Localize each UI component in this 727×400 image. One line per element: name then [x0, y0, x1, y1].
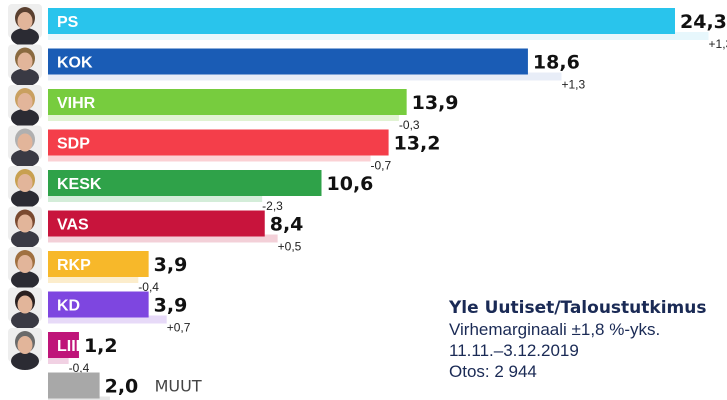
change-label: -0,3 [399, 118, 420, 132]
change-label: +1,3 [561, 78, 585, 92]
party-leader-avatar [8, 247, 42, 289]
value-bar [48, 210, 265, 237]
value-bar [48, 332, 79, 358]
party-label: KD [57, 298, 80, 315]
change-bar [48, 113, 399, 121]
value-label: 3,9 [154, 254, 188, 276]
others-label: MUUT [155, 377, 202, 396]
value-label: 18,6 [533, 52, 580, 74]
party-label: KOK [57, 55, 93, 72]
value-label: 8,4 [270, 214, 304, 236]
value-bar [48, 251, 149, 277]
value-bar [48, 372, 100, 399]
party-label: SDP [57, 136, 90, 153]
survey-period: 11.11.–3.12.2019 [449, 341, 579, 360]
change-bar [48, 72, 562, 81]
source-title: Yle Uutiset/Taloustutkimus [449, 298, 707, 318]
value-bar [48, 170, 322, 196]
value-label: 13,9 [412, 92, 459, 114]
party-label: KESK [57, 176, 102, 193]
change-label: -0,7 [371, 159, 392, 173]
party-label: PS [57, 14, 79, 31]
party-label: LIIK [57, 338, 88, 355]
change-bar [48, 153, 371, 162]
change-label: -2,3 [262, 199, 283, 213]
value-bar [48, 48, 528, 75]
party-leader-avatar [8, 125, 42, 168]
margin-of-error: Virhemarginaali ±1,8 %-yks. [449, 320, 661, 339]
change-label: -0,4 [69, 361, 90, 375]
party-leader-avatar [8, 328, 42, 370]
value-label: 13,2 [394, 133, 441, 155]
change-bar [48, 32, 709, 40]
change-label: +0,5 [278, 240, 302, 254]
value-label: 3,9 [154, 295, 188, 317]
change-bar [48, 194, 263, 202]
source-info: Yle Uutiset/Taloustutkimus Virhemarginaa… [449, 298, 706, 382]
change-bar [48, 234, 278, 243]
party-label: VIHR [57, 95, 96, 112]
party-leader-avatar [8, 44, 42, 87]
value-label: 24,3 [680, 11, 727, 33]
party-label: VAS [57, 217, 89, 234]
value-label: 2,0 [105, 376, 139, 398]
value-bar [48, 129, 389, 156]
party-leader-avatar [8, 4, 42, 46]
party-leader-avatar [8, 166, 42, 208]
value-label: 10,6 [327, 173, 374, 195]
sample-size: Otos: 2 944 [449, 362, 537, 381]
change-label: +1,3 [709, 37, 727, 51]
change-label: -0,4 [138, 280, 159, 294]
party-leader-avatar [8, 85, 42, 127]
change-bar [48, 356, 69, 364]
value-bar [48, 8, 675, 34]
change-bar [48, 275, 139, 283]
party-label: RKP [57, 257, 91, 274]
party-leader-avatar [8, 206, 42, 249]
value-bar [48, 291, 149, 318]
change-bar [48, 315, 167, 324]
value-bar [48, 89, 407, 115]
party-leader-avatar [8, 287, 42, 330]
value-label: 1,2 [84, 335, 118, 357]
change-label: +0,7 [167, 321, 191, 335]
